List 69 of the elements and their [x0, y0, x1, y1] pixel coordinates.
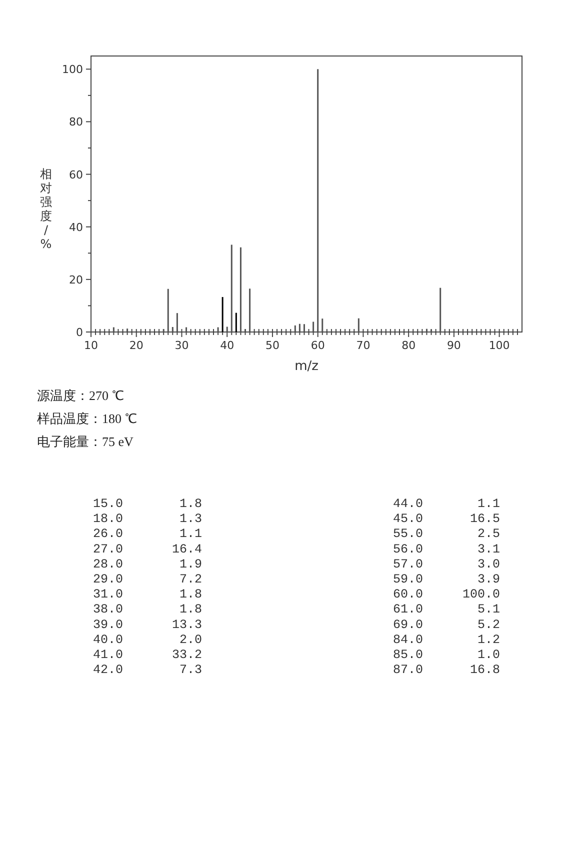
text: 1.1	[477, 497, 500, 511]
text: 87.0	[392, 663, 423, 678]
text: 1.8	[179, 602, 202, 617]
y-axis-title: 相对强度/%	[40, 167, 52, 251]
text: 27.0	[92, 542, 123, 556]
y-tick-label: 100	[62, 63, 83, 76]
text: 样品温度：180 ℃	[37, 411, 137, 426]
text: 33.2	[172, 648, 202, 662]
text: 3.1	[477, 542, 500, 556]
x-tick-label: 40	[220, 339, 234, 352]
text: 2.5	[477, 527, 500, 542]
x-axis-title: m/z	[294, 359, 319, 374]
text: 1.1	[179, 527, 202, 542]
text: 39.0	[92, 618, 123, 632]
text: 56.0	[392, 542, 423, 556]
text: 69.0	[392, 618, 423, 632]
x-tick-label: 20	[129, 339, 144, 352]
y-tick-label: 0	[76, 326, 83, 339]
y-tick-label: 80	[69, 116, 83, 129]
text: 5.2	[477, 618, 500, 632]
y-tick-label: 20	[69, 273, 83, 286]
text: 1.8	[179, 497, 202, 511]
text: 7.2	[179, 572, 202, 586]
text: 1.2	[477, 632, 500, 647]
text: 28.0	[92, 557, 123, 572]
text: 40.0	[92, 632, 123, 647]
text: 31.0	[92, 588, 123, 602]
text: 18.0	[92, 512, 123, 526]
text: 16.5	[470, 512, 500, 526]
x-tick-label: 50	[265, 339, 280, 352]
text: 100.0	[462, 588, 500, 602]
text: 1.9	[179, 557, 202, 572]
text: 2.0	[179, 632, 202, 647]
text: 5.1	[477, 602, 500, 617]
x-tick-label: 10	[84, 339, 98, 352]
text: 3.9	[477, 572, 500, 586]
x-tick-label: 100	[488, 339, 510, 352]
x-tick-label: 90	[446, 339, 461, 352]
x-tick-label: 60	[310, 339, 325, 352]
text: 16.4	[172, 542, 202, 556]
text: 84.0	[392, 632, 423, 647]
text: 26.0	[92, 527, 123, 542]
text: 59.0	[392, 572, 423, 586]
x-tick-label: 30	[174, 339, 189, 352]
text: 41.0	[92, 648, 123, 662]
text: 38.0	[92, 602, 123, 617]
text: 61.0	[392, 602, 423, 617]
y-tick-label: 60	[69, 168, 83, 182]
text: 44.0	[392, 497, 423, 511]
text: 60.0	[392, 588, 423, 602]
text: 电子能量：75 eV	[37, 434, 134, 449]
text: 16.8	[470, 663, 500, 678]
text: 45.0	[392, 512, 423, 526]
text: 42.0	[92, 663, 123, 678]
text: 1.3	[179, 512, 202, 526]
text: 57.0	[392, 557, 423, 572]
x-tick-label: 70	[356, 339, 370, 352]
text: 3.0	[477, 557, 500, 572]
x-tick-label: 80	[402, 339, 416, 352]
text: 7.3	[179, 663, 202, 678]
text: 29.0	[92, 572, 123, 586]
text: 13.3	[172, 618, 202, 632]
text: 源温度：270 ℃	[37, 388, 124, 403]
text: 1.8	[179, 588, 202, 602]
text: 55.0	[392, 527, 423, 542]
text: 1.0	[477, 648, 500, 662]
text: 85.0	[392, 648, 423, 662]
y-tick-label: 40	[69, 220, 83, 234]
text: 15.0	[92, 497, 123, 511]
